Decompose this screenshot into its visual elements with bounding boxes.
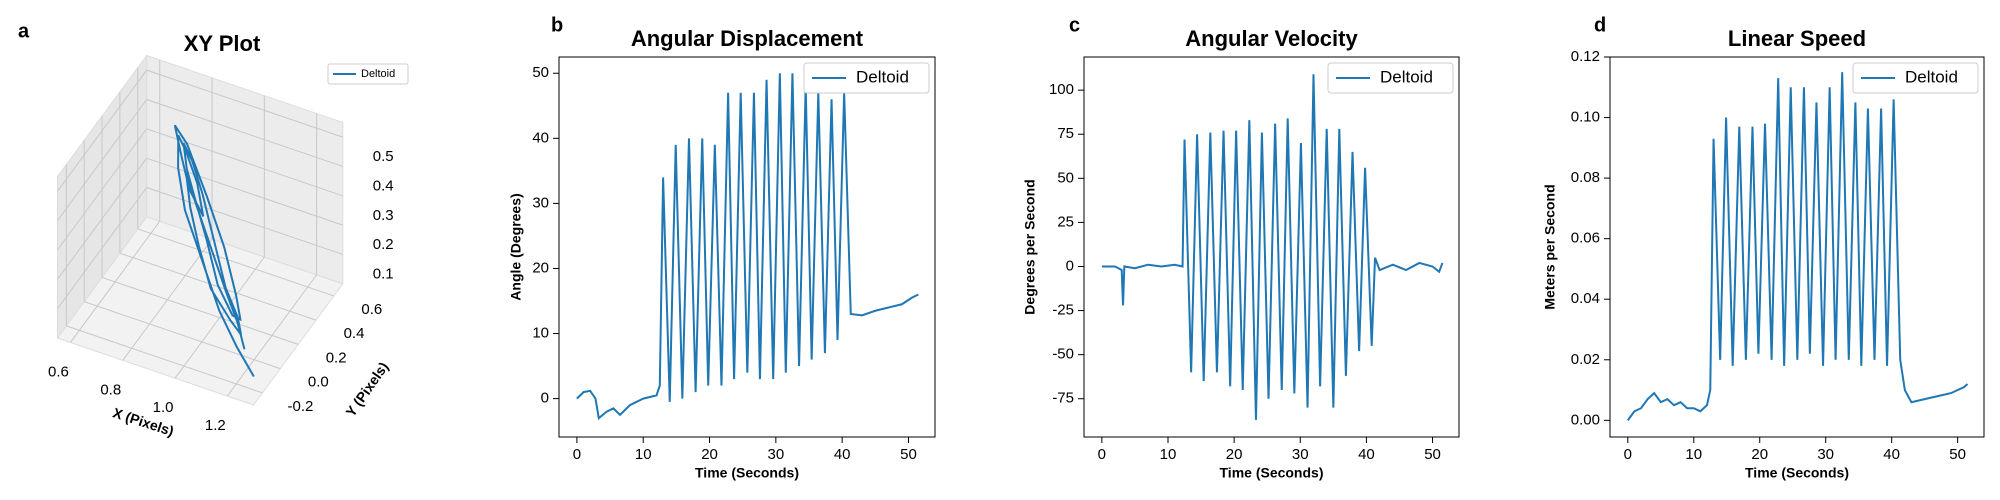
grid-line bbox=[146, 69, 343, 138]
legend-label: Deltoid bbox=[856, 67, 909, 86]
data-line bbox=[1627, 72, 1969, 421]
x-axis-label: Time (Seconds) bbox=[1745, 465, 1849, 481]
y-tick-label: -50 bbox=[1052, 346, 1074, 363]
plot-frame bbox=[558, 56, 936, 438]
x-axis-label: Time (Seconds) bbox=[1220, 465, 1324, 481]
y-tick-label: 0 bbox=[541, 390, 549, 407]
y-axis-label: Y (Pixels) bbox=[342, 359, 391, 420]
grid-line bbox=[56, 187, 148, 309]
x-tick-label: 30 bbox=[768, 446, 785, 463]
x-tick-label: 10 bbox=[635, 446, 652, 463]
x-tick-label: 1.0 bbox=[153, 399, 174, 416]
z-tick-label: 0.5 bbox=[373, 148, 394, 165]
y-tick-label: 20 bbox=[532, 259, 549, 276]
grid-line bbox=[137, 228, 335, 297]
x-tick-label: 10 bbox=[1160, 446, 1177, 463]
y-tick-label: -25 bbox=[1052, 302, 1074, 319]
y-tick-label: 50 bbox=[1057, 169, 1074, 186]
y-tick-label: 0.12 bbox=[1571, 48, 1600, 65]
legend-box bbox=[1852, 62, 1979, 94]
x-tick-label: 0 bbox=[573, 446, 581, 463]
y-tick-label: 10 bbox=[532, 325, 549, 342]
z-tick-label: 0.2 bbox=[373, 236, 394, 253]
x-tick-label: 50 bbox=[900, 446, 917, 463]
y-tick-label: 0.6 bbox=[361, 301, 382, 318]
y-tick-label: 0.10 bbox=[1571, 109, 1600, 126]
x-tick-label: 30 bbox=[1292, 446, 1309, 463]
grid-line bbox=[56, 99, 148, 221]
legend-box bbox=[327, 63, 409, 85]
grid-line bbox=[146, 128, 343, 197]
y-tick-label: 0 bbox=[1066, 257, 1074, 274]
z-tick-label: 0.4 bbox=[373, 177, 394, 194]
grid-line bbox=[56, 128, 148, 251]
legend-box bbox=[803, 62, 930, 94]
chart-title: XY Plot bbox=[184, 31, 261, 56]
y-tick-label: -75 bbox=[1052, 390, 1074, 407]
y-tick-label: 75 bbox=[1057, 125, 1074, 142]
y-tick-label: 0.08 bbox=[1571, 169, 1600, 186]
x-tick-label: 30 bbox=[1817, 446, 1834, 463]
data-line bbox=[173, 124, 255, 377]
y-tick-label: 0.00 bbox=[1571, 411, 1600, 428]
y-tick-label: 0.2 bbox=[326, 349, 347, 366]
grid-line bbox=[101, 276, 299, 345]
x-tick-label: 0 bbox=[1624, 446, 1632, 463]
y-tick-label: 0.04 bbox=[1571, 290, 1600, 307]
x-tick-label: 40 bbox=[1883, 446, 1900, 463]
x-tick-label: 0.6 bbox=[48, 363, 69, 380]
panel-label: b bbox=[551, 14, 563, 36]
y-tick-label: 100 bbox=[1049, 81, 1074, 98]
x-tick-label: 40 bbox=[834, 446, 851, 463]
x-axis-label: Time (Seconds) bbox=[695, 465, 799, 481]
y-tick-label: 0.02 bbox=[1571, 351, 1600, 368]
y-tick-label: 50 bbox=[532, 64, 549, 81]
y-axis-label: Meters per Second bbox=[1542, 184, 1558, 309]
x-tick-label: 50 bbox=[1424, 446, 1441, 463]
legend-box bbox=[1327, 62, 1454, 94]
y-tick-label: 0.06 bbox=[1571, 230, 1600, 247]
x-tick-label: 10 bbox=[1685, 446, 1702, 463]
x-tick-label: 1.2 bbox=[205, 417, 226, 434]
chart-title: Angular Velocity bbox=[1185, 26, 1358, 51]
x-tick-label: 0.8 bbox=[100, 381, 121, 398]
grid-line bbox=[146, 99, 343, 167]
z-tick-label: 0.3 bbox=[373, 207, 394, 224]
x-tick-label: 20 bbox=[1751, 446, 1768, 463]
data-line bbox=[1101, 74, 1444, 420]
x-tick-label: 50 bbox=[1949, 446, 1966, 463]
plot-frame bbox=[1609, 56, 1985, 438]
y-tick-label: 30 bbox=[532, 194, 549, 211]
y-tick-label: 25 bbox=[1057, 213, 1074, 230]
y-tick-label: 0.0 bbox=[308, 374, 329, 391]
panel-label: c bbox=[1069, 14, 1080, 36]
y-tick-label: -0.2 bbox=[288, 398, 314, 415]
plot-frame bbox=[1083, 56, 1460, 438]
y-tick-label: 0.4 bbox=[344, 325, 365, 342]
legend-label: Deltoid bbox=[1905, 67, 1958, 86]
y-tick-label: 40 bbox=[532, 129, 549, 146]
chart-title: Linear Speed bbox=[1728, 26, 1866, 51]
panel-label: a bbox=[18, 20, 30, 42]
grid-line bbox=[56, 69, 148, 192]
legend-label: Deltoid bbox=[361, 68, 395, 80]
panel-label: d bbox=[1594, 14, 1606, 36]
y-axis-label: Angle (Degrees) bbox=[508, 193, 524, 300]
chart-title: Angular Displacement bbox=[631, 26, 864, 51]
grid-line bbox=[84, 301, 281, 370]
grid-line bbox=[56, 157, 148, 280]
x-tick-label: 20 bbox=[701, 446, 718, 463]
z-tick-label: 0.1 bbox=[373, 265, 394, 282]
grid-line bbox=[66, 325, 263, 394]
y-axis-label: Degrees per Second bbox=[1022, 179, 1038, 314]
data-line bbox=[576, 73, 919, 420]
x-tick-label: 20 bbox=[1226, 446, 1243, 463]
legend-label: Deltoid bbox=[1380, 67, 1433, 86]
x-tick-label: 0 bbox=[1098, 446, 1106, 463]
grid-line bbox=[146, 187, 343, 255]
x-tick-label: 40 bbox=[1358, 446, 1375, 463]
